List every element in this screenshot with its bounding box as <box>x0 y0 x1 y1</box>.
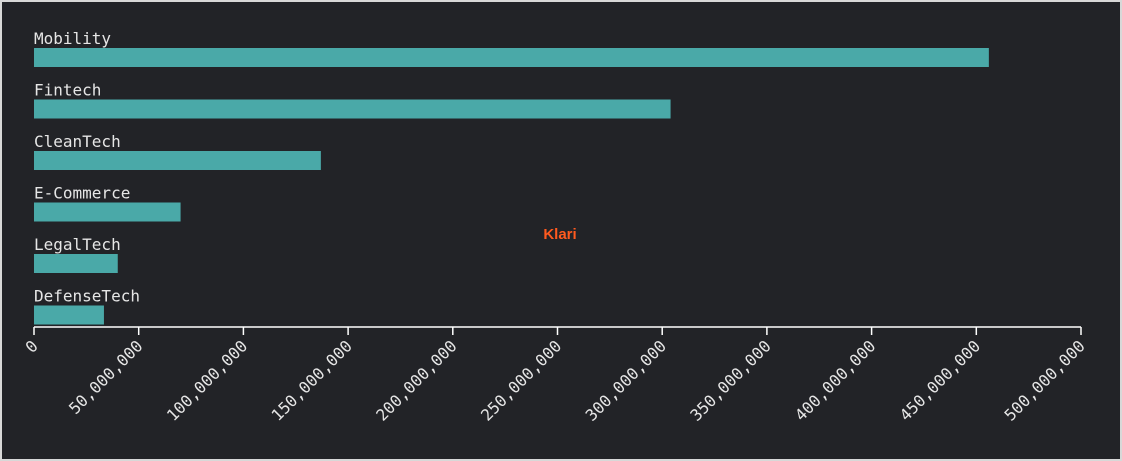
category-label: DefenseTech <box>34 287 140 306</box>
bar <box>34 151 321 170</box>
bar <box>34 254 118 273</box>
category-label: E-Commerce <box>34 184 130 203</box>
bar <box>34 305 104 325</box>
category-label: LegalTech <box>34 235 121 254</box>
category-label: Fintech <box>34 81 101 100</box>
annotation: Klari <box>543 226 576 243</box>
bar <box>34 99 671 119</box>
category-label: CleanTech <box>34 132 121 151</box>
category-label: Mobility <box>34 29 111 48</box>
bar <box>34 48 989 67</box>
bar <box>34 202 181 222</box>
